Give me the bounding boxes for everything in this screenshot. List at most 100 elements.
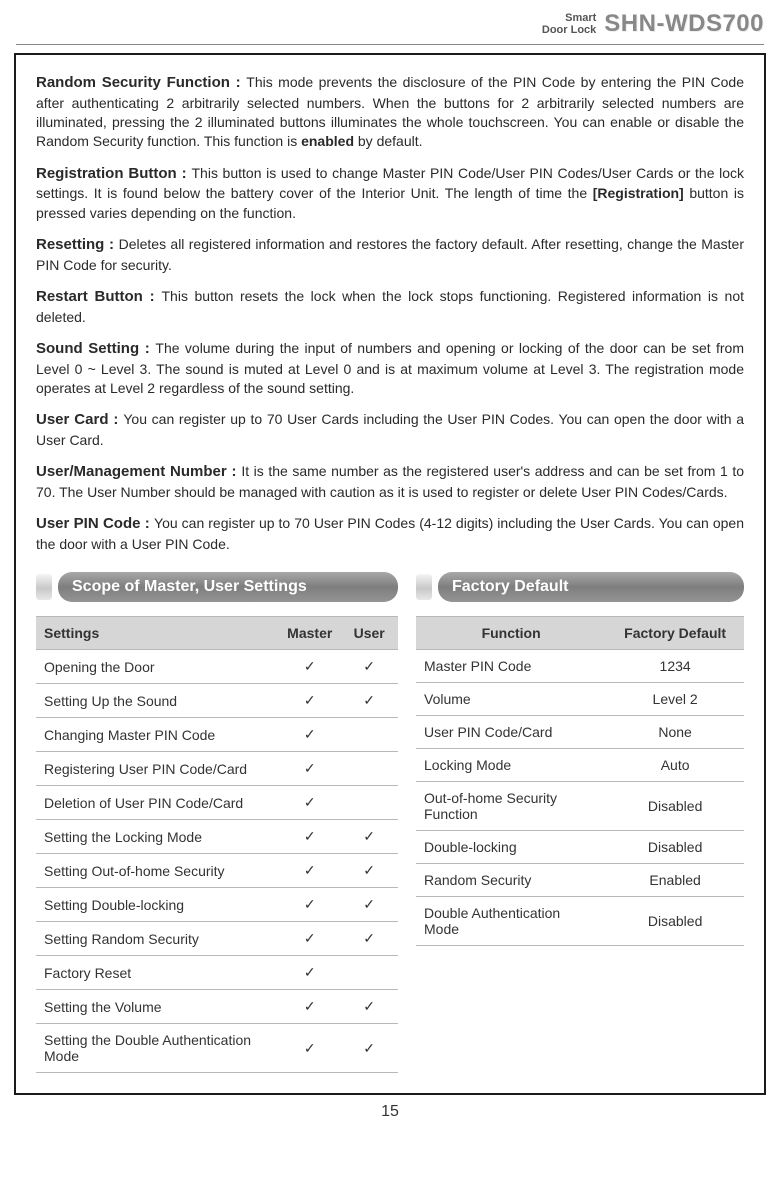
user-cell: ✓: [340, 684, 398, 718]
default-cell: Disabled: [606, 831, 744, 864]
header-divider: [16, 44, 764, 45]
default-cell: Disabled: [606, 782, 744, 831]
table-row: Setting the Locking Mode✓✓: [36, 820, 398, 854]
function-cell: User PIN Code/Card: [416, 716, 606, 749]
term-block: User PIN Code : You can register up to 7…: [36, 514, 744, 554]
function-cell: Out-of-home Security Function: [416, 782, 606, 831]
function-cell: Locking Mode: [416, 749, 606, 782]
settings-col-header: Settings: [36, 617, 279, 650]
term-block: User/Management Number : It is the same …: [36, 462, 744, 502]
default-cell: Auto: [606, 749, 744, 782]
master-cell: ✓: [279, 922, 340, 956]
table-row: Setting the Double Authentication Mode✓✓: [36, 1024, 398, 1073]
factory-table: Function Factory Default Master PIN Code…: [416, 616, 744, 946]
subtitle-line-2: Door Lock: [542, 24, 596, 36]
setting-name-cell: Setting Double-locking: [36, 888, 279, 922]
term-block: Resetting : Deletes all registered infor…: [36, 235, 744, 275]
setting-name-cell: Setting Out-of-home Security: [36, 854, 279, 888]
master-cell: ✓: [279, 990, 340, 1024]
table-row: Setting Up the Sound✓✓: [36, 684, 398, 718]
table-row: Deletion of User PIN Code/Card✓: [36, 786, 398, 820]
user-cell: ✓: [340, 922, 398, 956]
page-number: 15: [0, 1103, 780, 1121]
user-cell: ✓: [340, 990, 398, 1024]
table-row: User PIN Code/CardNone: [416, 716, 744, 749]
user-cell: ✓: [340, 820, 398, 854]
term-bold-inline: [Registration]: [593, 185, 684, 201]
user-col-header: User: [340, 617, 398, 650]
product-name: SHN-WDS700: [604, 10, 764, 38]
table-row: Setting Double-locking✓✓: [36, 888, 398, 922]
term-title: User/Management Number :: [36, 463, 241, 480]
term-block: Registration Button : This button is use…: [36, 164, 744, 223]
default-col-header: Factory Default: [606, 617, 744, 650]
page-header: Smart Door Lock SHN-WDS700: [0, 0, 780, 44]
user-cell: [340, 752, 398, 786]
default-cell: Enabled: [606, 864, 744, 897]
setting-name-cell: Setting the Locking Mode: [36, 820, 279, 854]
scope-heading-text: Scope of Master, User Settings: [58, 572, 398, 602]
default-cell: Disabled: [606, 897, 744, 946]
table-row: Double-lockingDisabled: [416, 831, 744, 864]
table-row: Master PIN Code1234: [416, 650, 744, 683]
page-frame: Random Security Function : This mode pre…: [14, 53, 766, 1095]
master-cell: ✓: [279, 854, 340, 888]
term-title: User Card :: [36, 411, 123, 428]
setting-name-cell: Setting Up the Sound: [36, 684, 279, 718]
terms-list: Random Security Function : This mode pre…: [36, 73, 744, 554]
factory-heading-text: Factory Default: [438, 572, 744, 602]
term-title: Registration Button :: [36, 165, 192, 182]
setting-name-cell: Registering User PIN Code/Card: [36, 752, 279, 786]
master-cell: ✓: [279, 752, 340, 786]
master-cell: ✓: [279, 1024, 340, 1073]
master-cell: ✓: [279, 684, 340, 718]
master-cell: ✓: [279, 820, 340, 854]
term-title: Random Security Function :: [36, 74, 246, 91]
term-body: You can register up to 70 User Cards inc…: [36, 411, 744, 448]
user-cell: [340, 718, 398, 752]
table-row: Random SecurityEnabled: [416, 864, 744, 897]
setting-name-cell: Changing Master PIN Code: [36, 718, 279, 752]
term-title: User PIN Code :: [36, 515, 154, 532]
term-block: User Card : You can register up to 70 Us…: [36, 410, 744, 450]
setting-name-cell: Deletion of User PIN Code/Card: [36, 786, 279, 820]
function-cell: Double Authentication Mode: [416, 897, 606, 946]
setting-name-cell: Opening the Door: [36, 650, 279, 684]
function-col-header: Function: [416, 617, 606, 650]
user-cell: [340, 956, 398, 990]
function-cell: Master PIN Code: [416, 650, 606, 683]
term-block: Sound Setting : The volume during the in…: [36, 339, 744, 398]
table-row: Setting the Volume✓✓: [36, 990, 398, 1024]
subtitle-line-1: Smart: [565, 12, 596, 24]
setting-name-cell: Setting Random Security: [36, 922, 279, 956]
heading-bullet-icon: [416, 574, 432, 600]
table-row: Changing Master PIN Code✓: [36, 718, 398, 752]
table-row: Registering User PIN Code/Card✓: [36, 752, 398, 786]
table-row: Double Authentication ModeDisabled: [416, 897, 744, 946]
master-cell: ✓: [279, 786, 340, 820]
function-cell: Double-locking: [416, 831, 606, 864]
master-col-header: Master: [279, 617, 340, 650]
term-title: Sound Setting :: [36, 340, 155, 357]
master-cell: ✓: [279, 718, 340, 752]
user-cell: [340, 786, 398, 820]
two-column-layout: Scope of Master, User Settings Settings …: [36, 572, 744, 1073]
master-cell: ✓: [279, 888, 340, 922]
table-row: Setting Random Security✓✓: [36, 922, 398, 956]
setting-name-cell: Setting the Double Authentication Mode: [36, 1024, 279, 1073]
factory-heading: Factory Default: [416, 572, 744, 602]
default-cell: None: [606, 716, 744, 749]
user-cell: ✓: [340, 650, 398, 684]
factory-column: Factory Default Function Factory Default…: [416, 572, 744, 946]
scope-column: Scope of Master, User Settings Settings …: [36, 572, 398, 1073]
setting-name-cell: Factory Reset: [36, 956, 279, 990]
user-cell: ✓: [340, 854, 398, 888]
master-cell: ✓: [279, 956, 340, 990]
table-row: Opening the Door✓✓: [36, 650, 398, 684]
heading-bullet-icon: [36, 574, 52, 600]
term-title: Resetting :: [36, 236, 119, 253]
term-bold-inline: enabled: [301, 133, 354, 149]
master-cell: ✓: [279, 650, 340, 684]
function-cell: Volume: [416, 683, 606, 716]
term-title: Restart Button :: [36, 288, 162, 305]
